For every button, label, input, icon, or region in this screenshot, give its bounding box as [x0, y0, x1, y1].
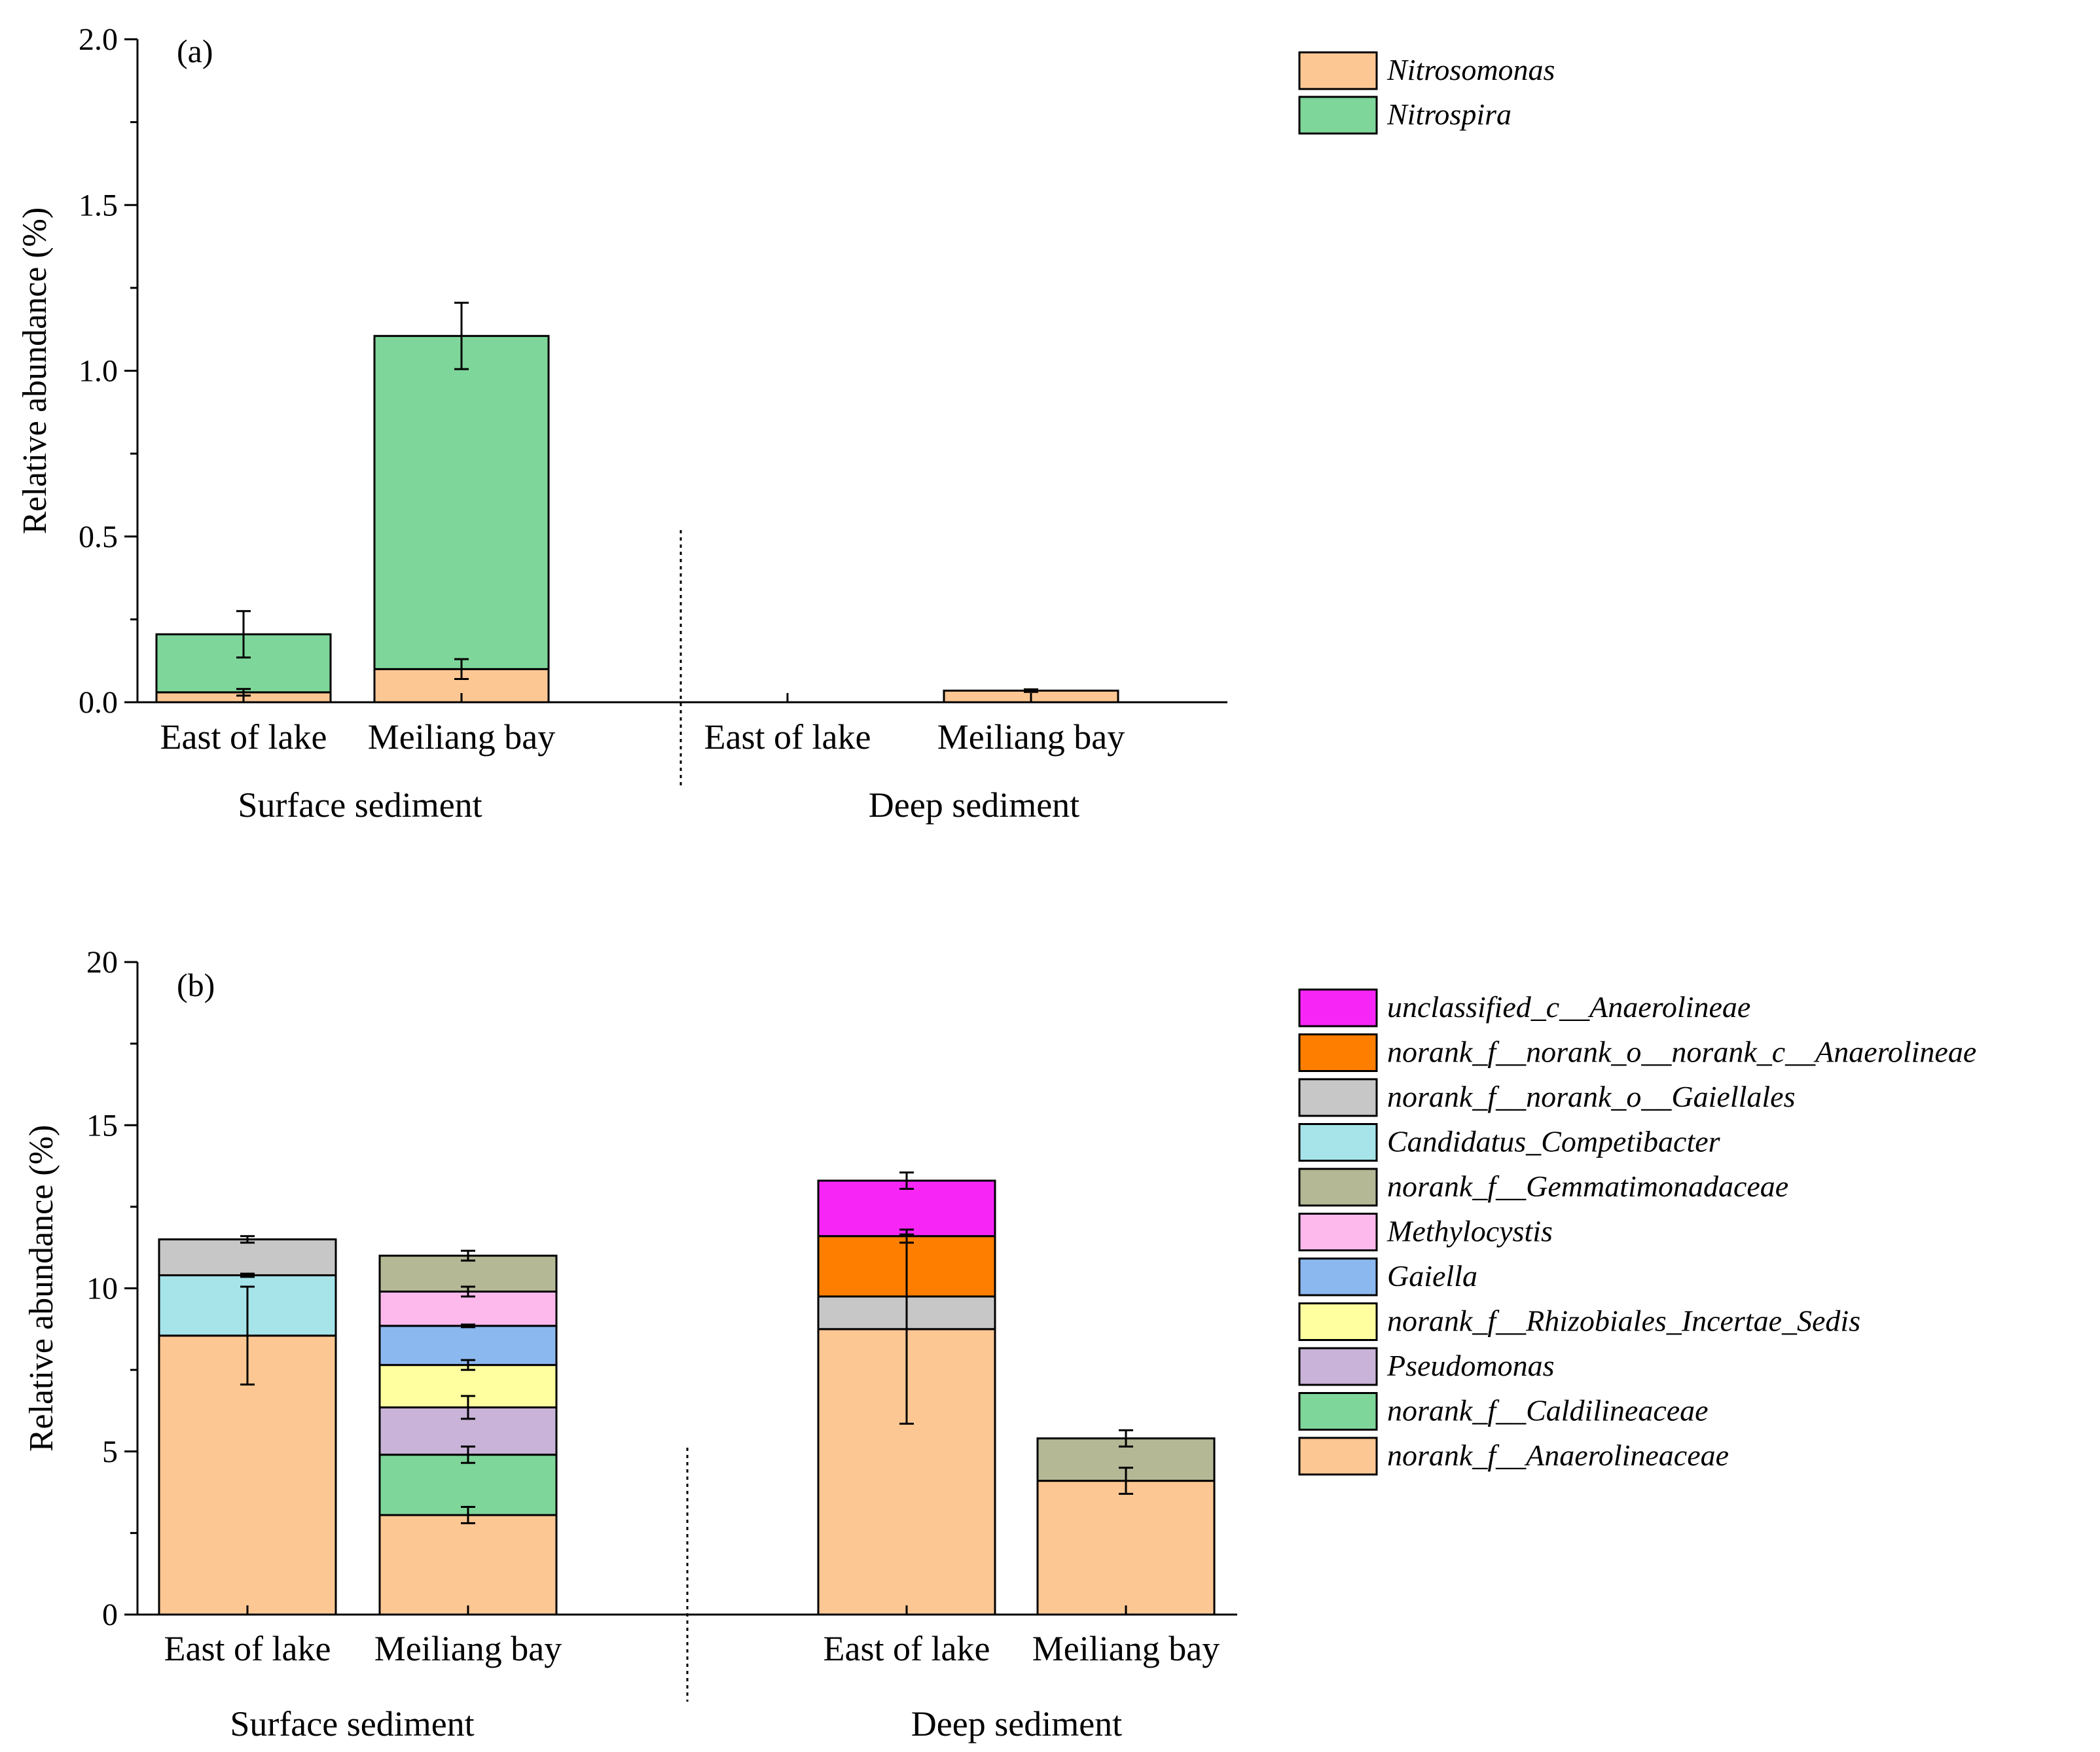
legend-label: unclassified_c__Anaerolineae [1387, 990, 1750, 1024]
y-tick-label: 15 [86, 1108, 118, 1143]
legend-swatch [1298, 1078, 1378, 1117]
group-label: Deep sediment [911, 1704, 1122, 1743]
y-tick-label: 0.0 [79, 685, 118, 720]
y-tick-label: 5 [102, 1435, 118, 1469]
legend-swatch [1298, 1168, 1378, 1207]
y-tick-label: 1.5 [79, 188, 118, 223]
panel-b-y-axis-label: Relative abundance (%) [23, 1125, 60, 1452]
y-tick-label: 10 [86, 1272, 118, 1306]
bar-segment [373, 334, 550, 670]
y-tick-label: 0.5 [79, 520, 118, 554]
y-tick-label: 0 [102, 1598, 118, 1632]
legend-swatch [1298, 988, 1378, 1028]
legend-swatch [1298, 1123, 1378, 1162]
legend-swatch [1298, 1437, 1378, 1476]
legend-swatch [1298, 1392, 1378, 1431]
panel-b-bars [158, 1171, 1216, 1616]
x-category-label: Meiliang bay [1032, 1629, 1220, 1668]
legend-label: Gaiella [1387, 1259, 1477, 1293]
y-tick-label: 20 [86, 945, 118, 980]
legend-label: norank_f__Rhizobiales_Incertae_Sedis [1387, 1304, 1860, 1338]
legend-label: norank_f__Caldilineaceae [1387, 1394, 1709, 1427]
legend-swatch [1298, 1302, 1378, 1341]
y-tick-label: 1.0 [79, 354, 118, 389]
x-category-label: Meiliang bay [937, 717, 1125, 757]
legend-swatch [1298, 96, 1378, 135]
legend-label: Methylocystis [1386, 1215, 1553, 1248]
group-label: Deep sediment [869, 785, 1079, 825]
legend-label: norank_f__Anaerolineaceae [1387, 1439, 1729, 1472]
legend-swatch [1298, 1213, 1378, 1251]
panel-a-label: (a) [177, 33, 213, 69]
legend-label: norank_f__norank_o__norank_c__Anaeroline… [1387, 1035, 1976, 1069]
panel-b: (b) Relative abundance (%) 0 5 10 15 20 East … [23, 945, 1976, 1743]
panel-b-legend: unclassified_c__Anaerolineae norank_f__no… [1298, 988, 1976, 1476]
panel-b-label: (b) [177, 967, 215, 1003]
panel-a-bars [155, 302, 1119, 704]
x-category-label: Meiliang bay [374, 1629, 562, 1668]
x-category-label: Meiliang bay [368, 717, 555, 757]
bar-segment [378, 1514, 558, 1616]
y-tick-label: 2.0 [79, 22, 118, 57]
legend-swatch [1298, 1033, 1378, 1072]
legend-swatch [1298, 1257, 1378, 1296]
legend-label: Pseudomonas [1386, 1349, 1555, 1382]
legend-label: norank_f__norank_o__Gaiellales [1387, 1080, 1796, 1113]
legend-swatch [1298, 1347, 1378, 1386]
x-category-label: East of lake [164, 1629, 331, 1668]
x-category-label: East of lake [704, 717, 871, 757]
bar-segment [158, 1238, 337, 1277]
legend-label: Nitrosomonas [1386, 53, 1555, 86]
legend-label: Candidatus_Competibacter [1387, 1125, 1721, 1158]
panel-a-legend: Nitrosomonas Nitrospira [1298, 51, 1555, 135]
x-category-label: East of lake [160, 717, 327, 757]
group-label: Surface sediment [238, 785, 482, 825]
legend-swatch [1298, 51, 1378, 90]
bar-segment [1036, 1480, 1216, 1616]
legend-label: Nitrospira [1386, 98, 1512, 131]
x-category-label: East of lake [824, 1629, 990, 1668]
group-label: Surface sediment [230, 1704, 474, 1743]
panel-a-axes: 0.0 0.5 1.0 1.5 2.0 East of lake Meiliang bay E… [79, 22, 1227, 825]
panel-b-axes: 0 5 10 15 20 East of lake Meiliang bay East of … [86, 945, 1237, 1743]
legend-label: norank_f__Gemmatimonadaceae [1387, 1170, 1788, 1203]
panel-a: (a) Relative abundance (%) 0.0 0.5 1.0 1.5 2… [16, 22, 1555, 825]
panel-a-y-axis-label: Relative abundance (%) [16, 207, 54, 535]
